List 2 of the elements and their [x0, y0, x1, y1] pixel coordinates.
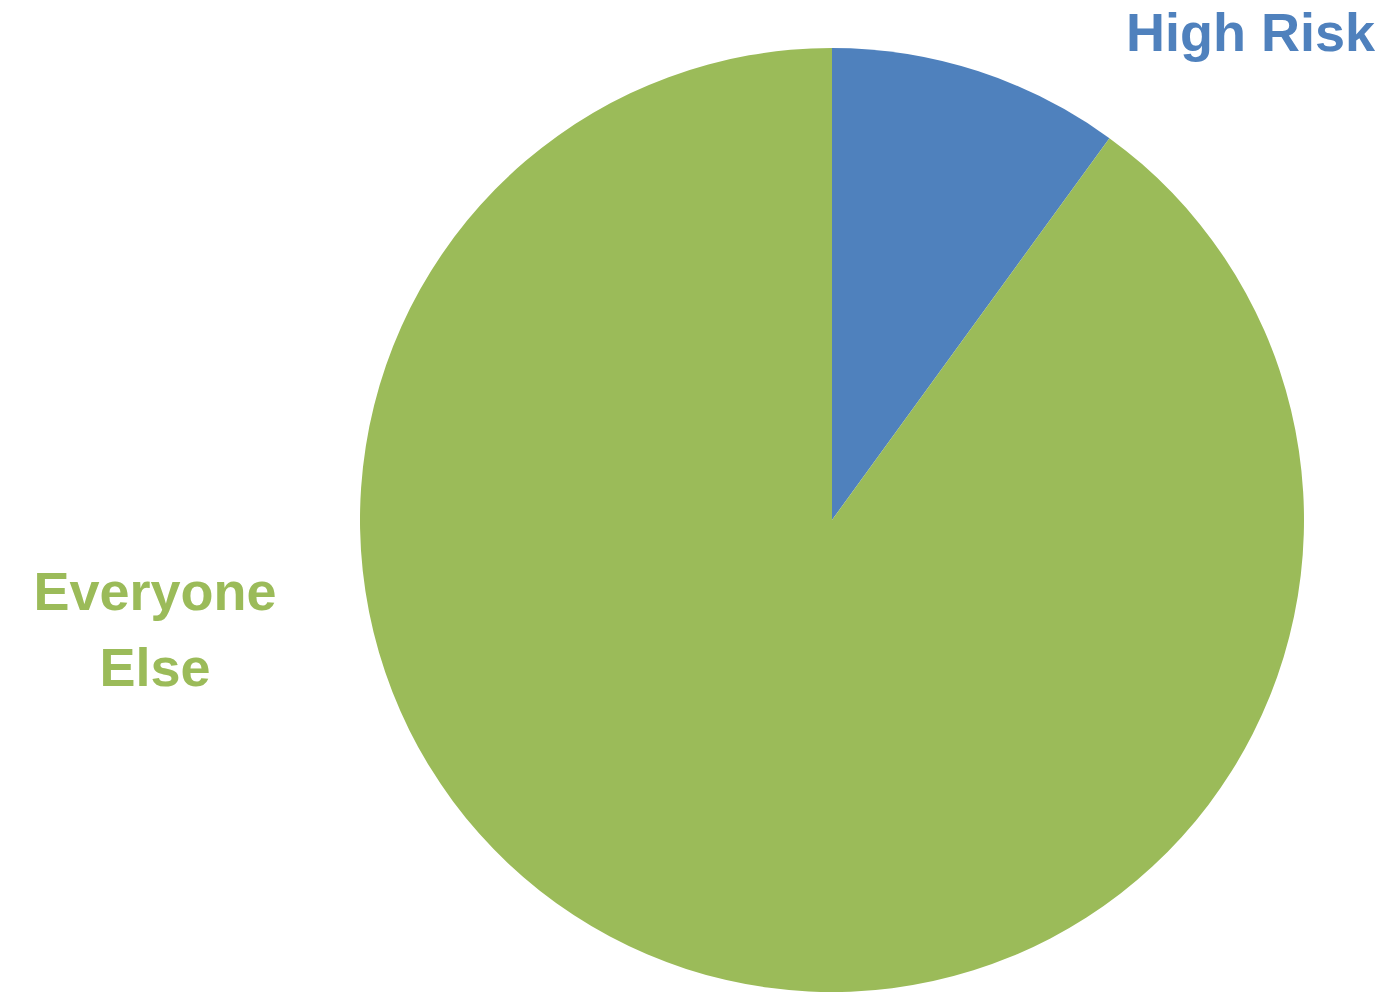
slice-label: High Risk	[1125, 1, 1376, 62]
slice-label: Everyone Else	[33, 560, 277, 697]
